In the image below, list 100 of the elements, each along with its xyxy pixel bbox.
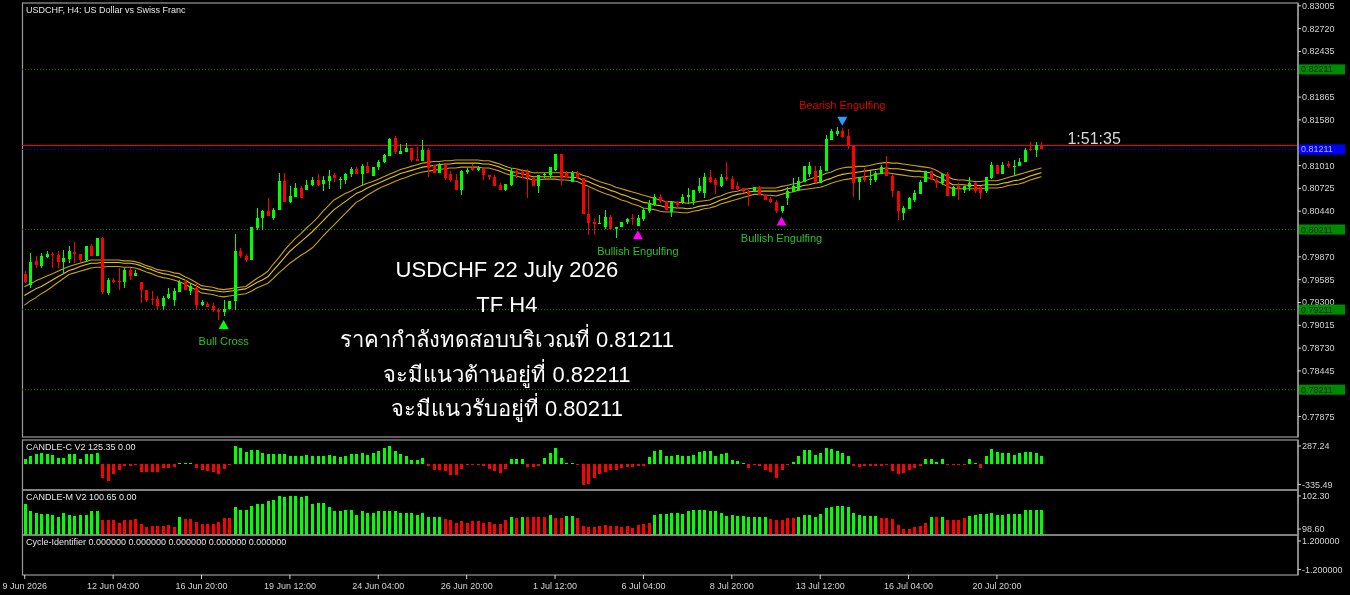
x-tick-label: 8 Jul 20:00 <box>709 581 754 591</box>
candlestick <box>51 252 54 268</box>
annotation: จะมีแนวรับอยู่ที่ 0.80211 <box>390 393 623 423</box>
bar <box>526 464 529 467</box>
bar <box>29 456 32 464</box>
bar <box>289 456 292 464</box>
bar <box>924 459 927 464</box>
y-tick-label: 0.83005 <box>1302 0 1335 11</box>
bar <box>897 464 900 474</box>
bar <box>350 454 353 464</box>
bar <box>769 464 772 472</box>
bar <box>212 464 215 472</box>
bar <box>68 454 71 464</box>
bar <box>245 452 248 464</box>
x-tick-label: 13 Jul 12:00 <box>795 581 845 591</box>
bar <box>560 458 563 464</box>
bar <box>968 459 971 464</box>
bar <box>891 464 894 471</box>
bar <box>841 453 844 464</box>
bar <box>278 454 281 464</box>
bar <box>107 464 110 481</box>
y-tick-label: 98.60 <box>1302 524 1325 535</box>
candlestick <box>73 242 76 263</box>
bar <box>510 459 513 464</box>
y-tick-label: 0.79585 <box>1302 274 1335 285</box>
bar <box>355 454 358 464</box>
bar <box>665 456 668 464</box>
x-tick-label: 26 Jun 20:00 <box>440 581 493 591</box>
bar <box>941 459 944 464</box>
series-label: Bearish Engulfing <box>799 98 886 111</box>
bar <box>101 464 104 478</box>
series-label: Bullish Engulfing <box>597 245 679 258</box>
bar <box>554 448 557 464</box>
candlestick <box>687 188 690 204</box>
bar <box>40 453 43 464</box>
bar <box>747 464 750 468</box>
bar <box>96 453 99 464</box>
bar <box>421 458 424 464</box>
bar <box>433 464 436 470</box>
bar <box>830 449 833 464</box>
text: Bullish Engulfing <box>740 231 823 244</box>
bar <box>692 455 695 464</box>
bar <box>51 455 54 464</box>
x-tick-label: 16 Jul 04:00 <box>884 581 934 591</box>
bar <box>676 455 679 464</box>
bar <box>587 464 590 484</box>
bar <box>979 464 982 468</box>
y-tick-label: 0.78730 <box>1302 343 1335 354</box>
bar <box>631 464 634 467</box>
bar <box>300 456 303 464</box>
bar <box>808 450 811 464</box>
bar <box>653 451 656 464</box>
bar <box>814 455 817 464</box>
bar <box>687 456 690 464</box>
bar <box>1029 452 1032 464</box>
x-tick-label: 16 Jun 20:00 <box>175 581 228 591</box>
bar <box>79 459 82 464</box>
bar <box>504 464 507 469</box>
bar <box>328 455 331 464</box>
bar <box>438 464 441 470</box>
y-tick-label: -1.200000 <box>1302 564 1343 575</box>
y-tick-label: 0.80440 <box>1302 206 1335 217</box>
bar <box>836 451 839 464</box>
bar <box>609 464 612 470</box>
bar <box>145 464 148 472</box>
candlestick <box>118 268 121 290</box>
bar <box>62 458 65 464</box>
bar <box>239 448 242 464</box>
chart-title: CANDLE-C V2 125.35 0.00 <box>26 442 136 452</box>
candlestick <box>725 162 728 181</box>
bar <box>985 456 988 464</box>
bar <box>261 453 264 464</box>
bar <box>234 446 237 464</box>
bar <box>140 464 143 472</box>
bar <box>499 464 502 473</box>
bar <box>444 464 447 471</box>
bar <box>703 451 706 464</box>
bar <box>549 453 552 464</box>
bar <box>488 464 491 469</box>
bar <box>930 459 933 464</box>
y-tick-label: 0.79015 <box>1302 320 1335 331</box>
bar <box>223 464 226 469</box>
bar <box>118 464 121 470</box>
bar <box>781 464 784 470</box>
bar <box>455 464 458 475</box>
bar <box>1013 455 1016 464</box>
ref-line-label: 0.81211 <box>1301 144 1333 155</box>
bar <box>344 456 347 464</box>
bar <box>195 464 198 468</box>
bar <box>731 460 734 464</box>
candlestick <box>631 214 634 225</box>
bar <box>416 460 419 464</box>
annotation: ราคากำลังทดสอบบริเวณที่ 0.81211 <box>339 323 674 352</box>
x-tick-label: 12 Jun 04:00 <box>87 581 140 591</box>
bar <box>720 454 723 464</box>
bar <box>460 464 463 469</box>
bar <box>112 464 115 474</box>
bar <box>383 448 386 464</box>
bar <box>725 453 728 464</box>
ref-line-label: 0.82211 <box>1301 64 1333 75</box>
